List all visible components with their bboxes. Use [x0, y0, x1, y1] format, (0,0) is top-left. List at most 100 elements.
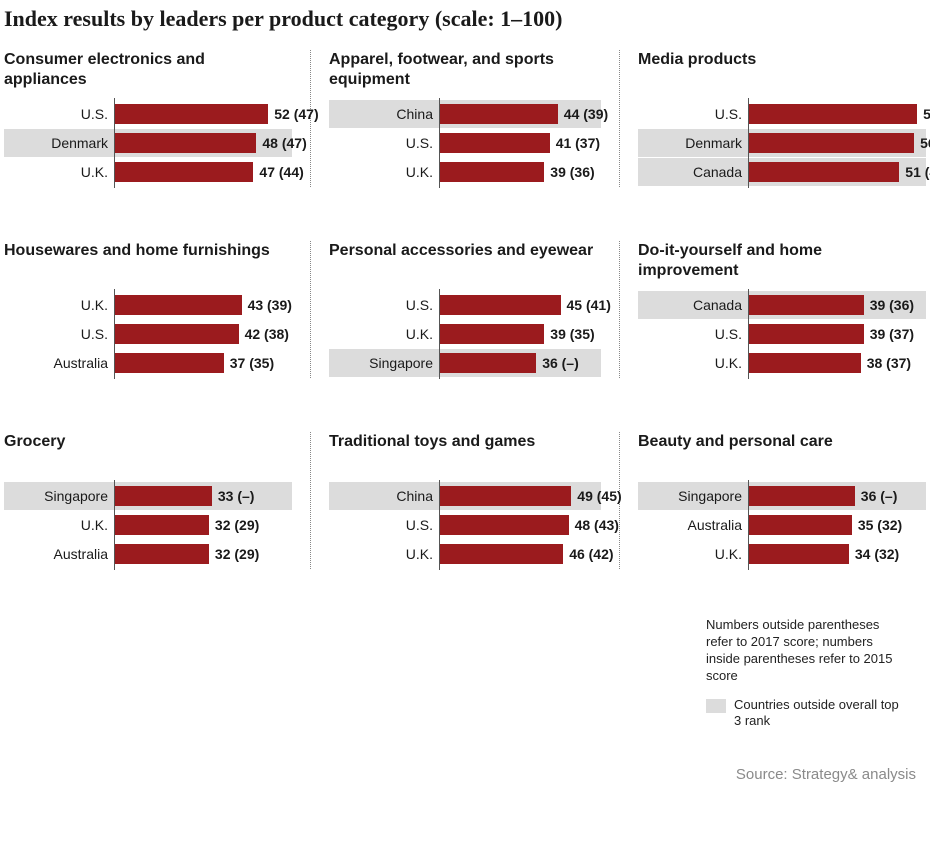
bar-label: China — [329, 488, 439, 504]
bar-label: Singapore — [4, 488, 114, 504]
axis-line — [748, 347, 749, 379]
bar — [748, 133, 914, 153]
bar-value: 56 (53) — [914, 129, 930, 157]
bar-value: 32 (29) — [209, 540, 259, 568]
bar-row: U.K. 34 (32) — [638, 540, 926, 568]
bar-label: Singapore — [329, 355, 439, 371]
legend: Numbers outside parentheses refer to 201… — [0, 617, 930, 730]
axis-line — [439, 509, 440, 541]
bar-row: Denmark48 (47) — [4, 129, 292, 157]
bar — [114, 162, 253, 182]
bar — [439, 133, 550, 153]
bar-chart: Singapore36 (–)Australia35 (32)U.K.34 (3… — [638, 482, 926, 568]
bar-row: U.S.39 (37) — [638, 320, 926, 348]
bar — [439, 353, 536, 373]
bar-label: U.S. — [638, 326, 748, 342]
bar-label: U.K. — [329, 546, 439, 562]
panel: Consumer electronics and appliancesU.S.5… — [0, 50, 310, 187]
bar-track: 39 (35) — [439, 320, 601, 348]
bar-row: U.S.57 (54) — [638, 100, 926, 128]
bar — [114, 104, 268, 124]
bar — [114, 324, 239, 344]
bar-label: China — [329, 106, 439, 122]
bar — [439, 486, 571, 506]
bar-label: U.K. — [638, 546, 748, 562]
bar — [439, 104, 558, 124]
bar-track: 32 (29) — [114, 540, 292, 568]
panel-title: Do-it-yourself and home improvement — [638, 241, 926, 283]
bar-value: 48 (47) — [256, 129, 306, 157]
axis-line — [114, 98, 115, 130]
bar-chart: U.K.43 (39)U.S.42 (38)Australia37 (35) — [4, 291, 292, 377]
panel-title: Apparel, footwear, and sports equipment — [329, 50, 601, 92]
bar-track: 52 (47) — [114, 100, 292, 128]
bar — [114, 133, 256, 153]
axis-line — [114, 538, 115, 570]
bar-track: 33 (–) — [114, 482, 292, 510]
panel: Traditional toys and gamesChina49 (45)U.… — [310, 432, 620, 569]
axis-line — [439, 289, 440, 321]
bar-row: Australia37 (35) — [4, 349, 292, 377]
bar-track: 45 (41) — [439, 291, 601, 319]
axis-line — [748, 318, 749, 350]
bar-value: 33 (–) — [212, 482, 255, 510]
bar-row: U.S.45 (41) — [329, 291, 601, 319]
bar-row: Singapore36 (–) — [329, 349, 601, 377]
panel-title: Housewares and home furnishings — [4, 241, 292, 283]
bar — [748, 515, 852, 535]
bar — [114, 295, 242, 315]
bar-track: 37 (35) — [114, 349, 292, 377]
bar-row: China44 (39) — [329, 100, 601, 128]
bar-label: U.K. — [329, 326, 439, 342]
bar-label: U.S. — [4, 106, 114, 122]
bar-value: 34 (32) — [849, 540, 899, 568]
bar-value: 48 (43) — [569, 511, 619, 539]
bar-label: Canada — [638, 297, 748, 313]
bar-row: U.S.48 (43) — [329, 511, 601, 539]
bar — [114, 486, 212, 506]
panel-title: Personal accessories and eyewear — [329, 241, 601, 283]
bar-chart: China44 (39)U.S.41 (37)U.K.39 (36) — [329, 100, 601, 186]
bar-label: Canada — [638, 164, 748, 180]
axis-line — [114, 480, 115, 512]
legend-swatch-row: Countries outside overall top 3 rank — [706, 697, 906, 731]
bar-label: Singapore — [638, 488, 748, 504]
bar-track: 49 (45) — [439, 482, 601, 510]
bar-value: 43 (39) — [242, 291, 292, 319]
bar-value: 42 (38) — [239, 320, 289, 348]
bar-track: 44 (39) — [439, 100, 601, 128]
bar-chart: U.S.57 (54)Denmark56 (53)Canada51 (48) — [638, 100, 926, 186]
bar — [748, 544, 849, 564]
panel-title: Beauty and personal care — [638, 432, 926, 474]
axis-line — [439, 127, 440, 159]
bar-value: 38 (37) — [861, 349, 911, 377]
bar-label: Australia — [4, 546, 114, 562]
bar-track: 42 (38) — [114, 320, 292, 348]
page-title: Index results by leaders per product cat… — [0, 0, 930, 50]
axis-line — [114, 509, 115, 541]
bar-chart: U.S.45 (41) U.K.39 (35)Singapore36 (–) — [329, 291, 601, 377]
bar-value: 39 (36) — [544, 158, 594, 186]
bar-track: 38 (37) — [748, 349, 926, 377]
bar-label: U.K. — [329, 164, 439, 180]
bar-label: U.K. — [4, 297, 114, 313]
bar-row: Australia35 (32) — [638, 511, 926, 539]
bar-track: 48 (47) — [114, 129, 292, 157]
bar-row: Canada39 (36) — [638, 291, 926, 319]
bar — [748, 353, 861, 373]
bar-row: U.K. 38 (37) — [638, 349, 926, 377]
bar-value: 49 (45) — [571, 482, 621, 510]
bar-value: 51 (48) — [899, 158, 930, 186]
bar-track: 47 (44) — [114, 158, 292, 186]
bar — [748, 162, 899, 182]
bar-label: U.K. — [638, 355, 748, 371]
bar-label: U.K. — [4, 517, 114, 533]
bar-row: U.K. 43 (39) — [4, 291, 292, 319]
bar-track: 46 (42) — [439, 540, 601, 568]
legend-swatch — [706, 699, 726, 713]
bar-value: 44 (39) — [558, 100, 608, 128]
axis-line — [114, 289, 115, 321]
bar — [748, 295, 864, 315]
bar — [439, 324, 544, 344]
panel: Do-it-yourself and home improvement Canad… — [620, 241, 930, 378]
